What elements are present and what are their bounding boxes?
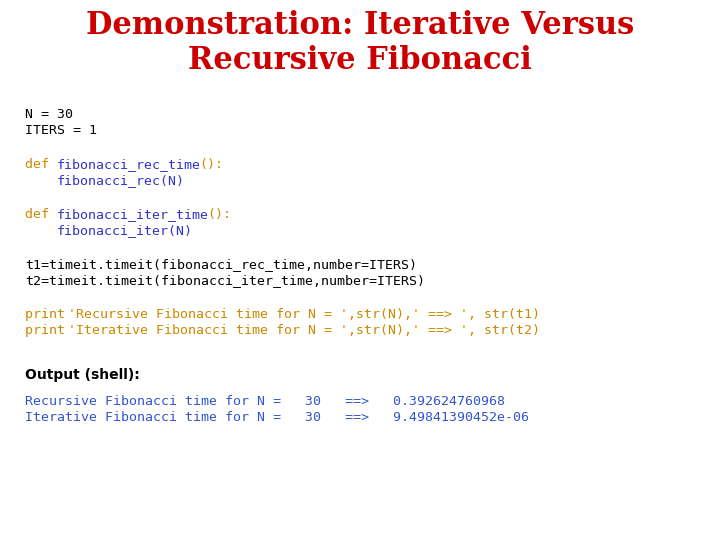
Text: def: def [25,208,57,221]
Text: t1=timeit.timeit(fibonacci_rec_time,number=ITERS): t1=timeit.timeit(fibonacci_rec_time,numb… [25,258,417,271]
Text: fibonacci_iter(N): fibonacci_iter(N) [57,224,193,237]
Text: print: print [25,324,73,337]
Text: def: def [25,158,57,171]
Text: fibonacci_rec_time: fibonacci_rec_time [57,158,201,171]
Text: 'Iterative Fibonacci time for N = ',str(N),' ==> ', str(t2): 'Iterative Fibonacci time for N = ',str(… [68,324,540,337]
Text: N = 30: N = 30 [25,108,73,121]
Text: 'Recursive Fibonacci time for N = ',str(N),' ==> ', str(t1): 'Recursive Fibonacci time for N = ',str(… [68,308,540,321]
Text: Iterative Fibonacci time for N =   30   ==>   9.49841390452e-06: Iterative Fibonacci time for N = 30 ==> … [25,411,529,424]
Text: ():: (): [199,158,223,171]
Text: Output (shell):: Output (shell): [25,368,140,382]
Text: ITERS = 1: ITERS = 1 [25,124,97,137]
Text: ():: (): [207,208,231,221]
Text: fibonacci_iter_time: fibonacci_iter_time [57,208,209,221]
Text: Recursive Fibonacci time for N =   30   ==>   0.392624760968: Recursive Fibonacci time for N = 30 ==> … [25,395,505,408]
Text: Demonstration: Iterative Versus
Recursive Fibonacci: Demonstration: Iterative Versus Recursiv… [86,10,634,76]
Text: fibonacci_rec(N): fibonacci_rec(N) [57,174,185,187]
Text: print: print [25,308,73,321]
Text: t2=timeit.timeit(fibonacci_iter_time,number=ITERS): t2=timeit.timeit(fibonacci_iter_time,num… [25,274,425,287]
